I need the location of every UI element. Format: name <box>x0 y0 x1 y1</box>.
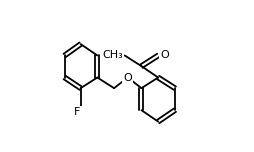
Text: O: O <box>161 50 169 60</box>
Text: CH₃: CH₃ <box>102 50 123 60</box>
Text: F: F <box>74 107 81 117</box>
Text: O: O <box>123 73 132 83</box>
